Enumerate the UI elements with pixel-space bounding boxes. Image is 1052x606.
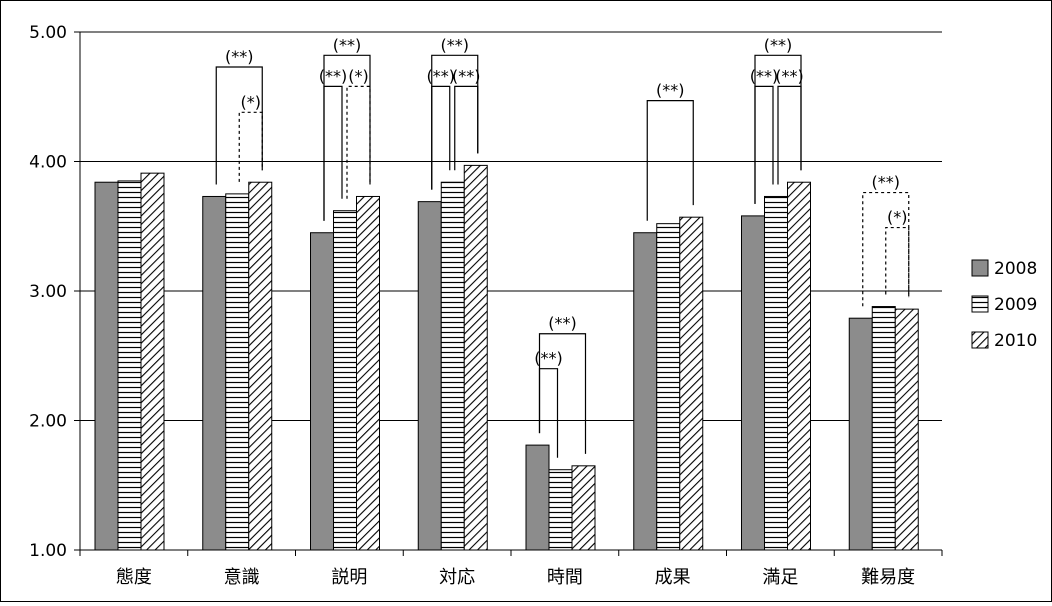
- bar-2010-成果: [679, 216, 704, 551]
- significance-label: (**): [452, 66, 480, 85]
- significance-label: (**): [534, 349, 562, 368]
- bar-2008-対応: [417, 201, 442, 551]
- significance-label: (**): [775, 66, 803, 85]
- legend-label: 2008: [994, 259, 1037, 279]
- y-tick-label: 2.00: [29, 412, 67, 432]
- bar-2009-態度: [117, 180, 142, 551]
- y-tick-label: 1.00: [29, 541, 67, 561]
- bar-2009-成果: [656, 223, 681, 551]
- bar-2009-説明: [333, 210, 357, 551]
- y-tick-label: 5.00: [29, 23, 67, 43]
- significance-bracket: [862, 191, 910, 307]
- significance-label: (*): [887, 208, 907, 227]
- x-tick-label: 説明: [331, 567, 367, 588]
- significance-label: (**): [225, 47, 253, 66]
- bar-2010-意識: [248, 181, 273, 551]
- significance-bracket: [777, 85, 802, 185]
- x-tick-label: 時間: [547, 567, 583, 588]
- significance-bracket: [238, 111, 263, 182]
- bar-2009-意識: [225, 193, 250, 551]
- legend-swatch-2010: [971, 331, 989, 349]
- significance-label: (**): [764, 35, 792, 54]
- bar-2010-態度: [140, 172, 165, 551]
- bar-2010-時間: [571, 465, 596, 551]
- x-tick-label: 成果: [655, 567, 691, 588]
- bar-2009-時間: [548, 469, 573, 551]
- bar-2008-意識: [202, 195, 227, 551]
- significance-label: (**): [427, 66, 455, 85]
- y-tick-label: 3.00: [29, 282, 67, 302]
- significance-label: (*): [241, 92, 261, 111]
- bar-2008-難易度: [848, 317, 873, 551]
- bars: [94, 164, 919, 551]
- significance-label: (**): [333, 35, 361, 54]
- significance-label: (**): [319, 66, 347, 85]
- significance-bracket: [454, 85, 479, 171]
- bar-2008-態度: [94, 181, 119, 551]
- x-tick-label: 難易度: [861, 567, 915, 588]
- bar-2008-満足: [741, 215, 765, 551]
- bar-2008-説明: [310, 232, 334, 551]
- legend-label: 2010: [994, 331, 1037, 351]
- bar-2010-対応: [463, 164, 488, 551]
- legend-label: 2009: [994, 295, 1037, 315]
- legend-swatch-2008: [971, 259, 989, 277]
- significance-bracket: [431, 85, 451, 190]
- significance-brackets: (**)(*)(**)(**) (*)(**)(**)(**)(**)(**)(*…: [215, 35, 910, 458]
- x-tick-label: 態度: [116, 567, 152, 588]
- bar-2009-難易度: [871, 306, 896, 551]
- bar-2009-対応: [440, 181, 465, 551]
- significance-label: (**): [750, 66, 778, 85]
- significance-label: (**): [656, 81, 684, 100]
- bar-2010-難易度: [894, 308, 919, 551]
- bar-2009-満足: [764, 195, 788, 551]
- axes: 1.00 2.00 3.00 4.00 5.00 態度 意識 説明 対応 時間 成果 満足 難易度: [29, 23, 943, 588]
- significance-label: (**): [872, 173, 900, 192]
- significance-label: (**): [548, 314, 576, 333]
- x-tick-label: 満足: [762, 567, 798, 588]
- significance-bracket: [323, 85, 343, 221]
- legend: 2008 2009 2010: [971, 259, 1037, 351]
- bar-2008-成果: [633, 232, 658, 551]
- x-tick-label: 対応: [439, 567, 475, 588]
- y-tick-label: 4.00: [29, 153, 67, 173]
- bar-2008-時間: [525, 444, 550, 551]
- significance-label: (**): [441, 35, 469, 54]
- significance-bracket: [538, 368, 559, 458]
- bar-2010-説明: [356, 195, 380, 551]
- significance-bracket: [346, 85, 371, 199]
- significance-label: (*): [348, 66, 368, 85]
- significance-bracket: [646, 100, 694, 221]
- legend-swatch-2009: [971, 295, 989, 313]
- bar-2010-満足: [787, 181, 811, 551]
- significance-bracket: [754, 85, 774, 204]
- significance-bracket: [885, 226, 910, 298]
- x-tick-label: 意識: [224, 567, 260, 588]
